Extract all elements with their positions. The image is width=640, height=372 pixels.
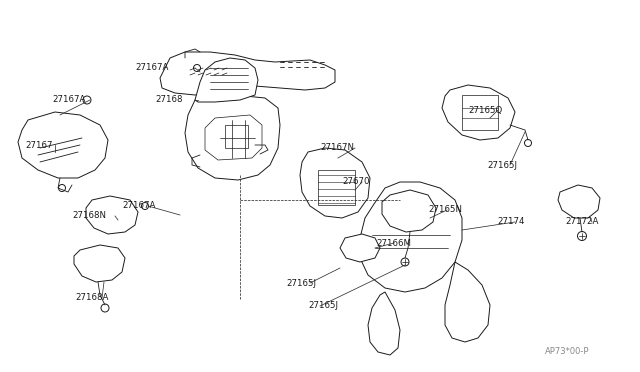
- Polygon shape: [185, 95, 280, 180]
- Text: 27165J: 27165J: [308, 301, 338, 311]
- Polygon shape: [360, 182, 462, 292]
- Circle shape: [101, 304, 109, 312]
- Text: 27167A: 27167A: [52, 96, 85, 105]
- Text: 27167A: 27167A: [122, 202, 156, 211]
- Text: 27165Q: 27165Q: [468, 106, 502, 115]
- Text: 27172A: 27172A: [565, 218, 598, 227]
- Polygon shape: [318, 170, 355, 205]
- Circle shape: [58, 185, 65, 192]
- Circle shape: [401, 258, 409, 266]
- Text: 27168: 27168: [155, 96, 182, 105]
- Polygon shape: [225, 125, 248, 148]
- Polygon shape: [195, 58, 258, 102]
- Text: 27168N: 27168N: [72, 212, 106, 221]
- Text: 27165N: 27165N: [428, 205, 462, 215]
- Circle shape: [83, 96, 91, 104]
- Polygon shape: [445, 262, 490, 342]
- Polygon shape: [74, 245, 125, 282]
- Polygon shape: [340, 234, 380, 262]
- Text: AP73*00-P: AP73*00-P: [545, 347, 589, 356]
- Polygon shape: [205, 115, 262, 160]
- Text: 27168A: 27168A: [75, 294, 108, 302]
- Text: 27167A: 27167A: [135, 64, 168, 73]
- Text: 27167N: 27167N: [320, 144, 354, 153]
- Text: 27670: 27670: [342, 177, 369, 186]
- Text: 27167: 27167: [25, 141, 52, 150]
- Polygon shape: [382, 190, 436, 232]
- Text: 27165J: 27165J: [286, 279, 316, 288]
- Circle shape: [525, 140, 531, 147]
- Polygon shape: [368, 292, 400, 355]
- Text: 27165J: 27165J: [487, 160, 517, 170]
- Circle shape: [141, 202, 148, 209]
- Circle shape: [577, 231, 586, 241]
- Circle shape: [193, 64, 200, 71]
- Polygon shape: [86, 196, 138, 234]
- Polygon shape: [300, 148, 370, 218]
- Text: 27166M: 27166M: [376, 238, 411, 247]
- Text: 27174: 27174: [497, 218, 525, 227]
- Polygon shape: [462, 95, 498, 130]
- Polygon shape: [442, 85, 515, 140]
- Polygon shape: [558, 185, 600, 218]
- Polygon shape: [160, 52, 335, 95]
- Polygon shape: [18, 112, 108, 178]
